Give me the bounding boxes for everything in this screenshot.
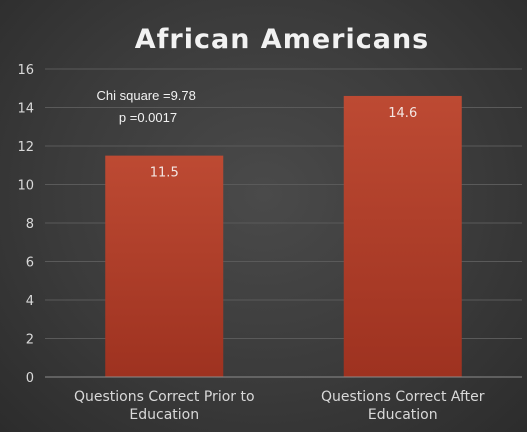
x-category-label: Questions Correct After	[321, 389, 485, 405]
y-axis-ticks: 0 2 4 6 8 10 12 14 16	[17, 63, 34, 386]
y-tick-label: 12	[17, 140, 34, 155]
y-tick-label: 2	[26, 333, 34, 348]
data-label: 11.5	[150, 166, 179, 181]
bar	[105, 155, 224, 377]
chart-title: African Americans	[135, 24, 430, 55]
y-tick-label: 10	[17, 179, 34, 194]
x-category-label: Education	[129, 407, 199, 423]
bar	[343, 95, 462, 377]
annotation-line-2: p =0.0017	[119, 110, 177, 125]
data-label: 14.6	[388, 106, 417, 121]
x-category-label: Education	[368, 407, 438, 423]
x-category-label: Questions Correct Prior to	[74, 389, 255, 405]
annotation-line-1: Chi square =9.78	[97, 88, 196, 103]
y-tick-label: 8	[26, 217, 34, 232]
y-tick-label: 16	[17, 63, 34, 78]
x-axis-labels: Questions Correct Prior to Education Quest…	[74, 389, 485, 423]
y-tick-label: 6	[26, 256, 34, 271]
y-tick-label: 4	[26, 294, 34, 309]
y-tick-label: 0	[26, 371, 34, 386]
chi-square-annotation: Chi square =9.78 p =0.0017	[97, 88, 200, 125]
bars: 11.5 14.6	[105, 95, 462, 377]
y-tick-label: 14	[17, 102, 34, 117]
